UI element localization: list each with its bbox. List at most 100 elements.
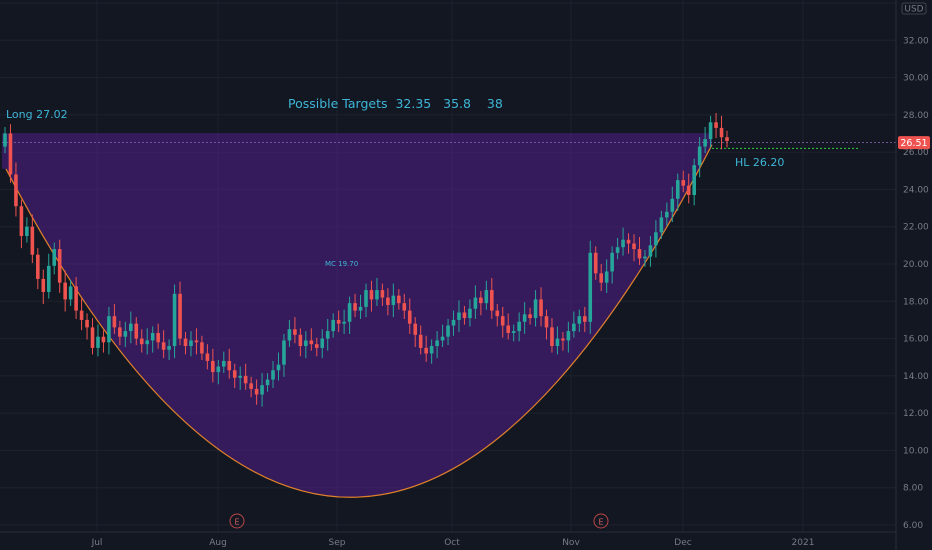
- candle: [550, 318, 554, 353]
- candle: [665, 202, 669, 226]
- earnings-marker-1[interactable]: E: [229, 513, 245, 529]
- candle: [566, 321, 571, 353]
- candle: [495, 304, 500, 327]
- candle: [46, 253, 51, 299]
- candle: [325, 318, 330, 351]
- candle: [435, 331, 439, 359]
- candle: [243, 363, 248, 390]
- candle: [719, 115, 724, 150]
- candle: [397, 289, 401, 310]
- candle: [604, 259, 609, 293]
- candle: [183, 332, 188, 355]
- candle: [249, 376, 253, 398]
- candle: [468, 299, 472, 327]
- candle: [63, 270, 67, 312]
- candle: [25, 217, 29, 243]
- candle: [473, 285, 478, 319]
- price-tick-label: 6.00: [903, 521, 923, 531]
- candle: [232, 363, 237, 388]
- candle: [172, 284, 177, 359]
- candle: [522, 302, 527, 334]
- candle: [577, 309, 582, 333]
- candle: [654, 220, 658, 258]
- time-tick-label: Dec: [674, 538, 691, 548]
- candle: [615, 237, 620, 260]
- candle: [648, 236, 653, 267]
- earnings-marker-2-label: E: [598, 518, 603, 527]
- price-tick-label: 14.00: [903, 372, 929, 382]
- candle: [189, 331, 193, 357]
- candle: [118, 320, 122, 346]
- candle: [79, 298, 84, 331]
- candle: [386, 288, 390, 316]
- candle: [659, 210, 664, 239]
- currency-badge: USD: [904, 5, 923, 15]
- candle: [375, 277, 379, 306]
- candle: [500, 306, 505, 338]
- time-tick-label: Oct: [444, 538, 460, 548]
- candle: [440, 324, 445, 347]
- candle: [544, 309, 549, 340]
- candle: [708, 115, 713, 148]
- candle: [68, 279, 73, 306]
- candle: [238, 366, 242, 390]
- candle: [561, 332, 565, 351]
- candle: [74, 277, 78, 319]
- candle: [178, 281, 182, 346]
- candle: [621, 227, 625, 256]
- candle: [353, 293, 357, 318]
- candle: [221, 351, 226, 374]
- candle: [528, 307, 532, 325]
- candle: [282, 333, 286, 377]
- candle: [227, 348, 232, 379]
- candle: [167, 339, 171, 361]
- candle: [254, 379, 259, 405]
- candle: [402, 293, 407, 319]
- candle: [539, 287, 543, 327]
- candle: [314, 337, 319, 357]
- candle: [342, 309, 346, 334]
- time-tick-label: Jul: [91, 538, 103, 548]
- candle: [369, 280, 374, 312]
- candle: [309, 328, 314, 351]
- candle: [391, 283, 396, 318]
- candle: [358, 294, 363, 319]
- earnings-marker-2[interactable]: E: [593, 513, 609, 529]
- candle: [205, 344, 210, 370]
- candle: [19, 199, 24, 249]
- candle: [139, 329, 144, 353]
- candle: [697, 137, 702, 178]
- last-price-value: 26.51: [900, 138, 927, 149]
- long-entry-label: Long 27.02: [6, 108, 68, 121]
- candle: [681, 170, 686, 193]
- candle: [85, 313, 89, 340]
- earnings-marker-1-label: E: [234, 518, 239, 527]
- candle: [429, 339, 434, 364]
- candle: [3, 126, 7, 154]
- candle: [643, 250, 647, 267]
- candle: [211, 348, 215, 383]
- candle: [637, 236, 642, 265]
- time-tick-label: 2021: [792, 538, 815, 548]
- candle: [156, 323, 160, 349]
- candle: [555, 326, 560, 355]
- candle: [90, 318, 95, 355]
- candle: [57, 239, 62, 293]
- candle: [112, 304, 117, 334]
- candle: [52, 242, 57, 275]
- candle: [200, 335, 204, 361]
- candle: [599, 264, 603, 292]
- higher-low-label: HL 26.20: [735, 156, 784, 169]
- candle: [626, 233, 631, 254]
- candle: [216, 360, 221, 385]
- candle: [675, 173, 680, 211]
- price-tick-label: 32.00: [903, 36, 929, 46]
- candle: [380, 283, 385, 306]
- mc-label: MC 19.70: [325, 260, 358, 268]
- candle: [96, 324, 100, 357]
- candle: [714, 112, 718, 139]
- candle: [30, 214, 35, 264]
- candle: [41, 269, 46, 305]
- price-tick-label: 26.00: [903, 148, 929, 158]
